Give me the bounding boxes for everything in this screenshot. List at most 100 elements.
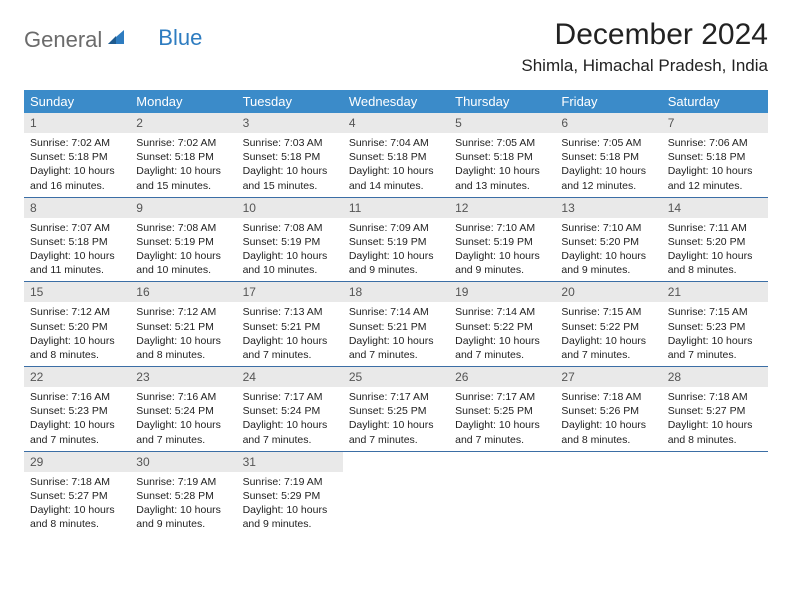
calendar-cell: 26Sunrise: 7:17 AMSunset: 5:25 PMDayligh…: [449, 367, 555, 452]
day-details: Sunrise: 7:18 AMSunset: 5:27 PMDaylight:…: [662, 387, 768, 451]
calendar-cell: 2Sunrise: 7:02 AMSunset: 5:18 PMDaylight…: [130, 113, 236, 197]
brand-text-blue: Blue: [130, 25, 202, 51]
calendar-row: 22Sunrise: 7:16 AMSunset: 5:23 PMDayligh…: [24, 367, 768, 452]
weekday-header: Wednesday: [343, 90, 449, 113]
calendar-cell: 24Sunrise: 7:17 AMSunset: 5:24 PMDayligh…: [237, 367, 343, 452]
calendar-cell: 20Sunrise: 7:15 AMSunset: 5:22 PMDayligh…: [555, 282, 661, 367]
day-details: Sunrise: 7:02 AMSunset: 5:18 PMDaylight:…: [24, 133, 130, 197]
title-block: December 2024 Shimla, Himachal Pradesh, …: [521, 18, 768, 76]
day-details: Sunrise: 7:15 AMSunset: 5:22 PMDaylight:…: [555, 302, 661, 366]
day-number: 5: [449, 113, 555, 133]
brand-text-gray: General: [24, 29, 102, 51]
day-number: 2: [130, 113, 236, 133]
calendar-cell: 16Sunrise: 7:12 AMSunset: 5:21 PMDayligh…: [130, 282, 236, 367]
day-details: Sunrise: 7:12 AMSunset: 5:21 PMDaylight:…: [130, 302, 236, 366]
day-details: Sunrise: 7:09 AMSunset: 5:19 PMDaylight:…: [343, 218, 449, 282]
calendar-body: 1Sunrise: 7:02 AMSunset: 5:18 PMDaylight…: [24, 113, 768, 535]
calendar-cell: 22Sunrise: 7:16 AMSunset: 5:23 PMDayligh…: [24, 367, 130, 452]
day-number: 1: [24, 113, 130, 133]
calendar-row: 8Sunrise: 7:07 AMSunset: 5:18 PMDaylight…: [24, 197, 768, 282]
calendar-row: 1Sunrise: 7:02 AMSunset: 5:18 PMDaylight…: [24, 113, 768, 197]
day-details: Sunrise: 7:13 AMSunset: 5:21 PMDaylight:…: [237, 302, 343, 366]
day-number: 10: [237, 198, 343, 218]
day-details: Sunrise: 7:05 AMSunset: 5:18 PMDaylight:…: [449, 133, 555, 197]
calendar-cell: 7Sunrise: 7:06 AMSunset: 5:18 PMDaylight…: [662, 113, 768, 197]
calendar-head: SundayMondayTuesdayWednesdayThursdayFrid…: [24, 90, 768, 113]
day-details: Sunrise: 7:02 AMSunset: 5:18 PMDaylight:…: [130, 133, 236, 197]
calendar-cell: 15Sunrise: 7:12 AMSunset: 5:20 PMDayligh…: [24, 282, 130, 367]
day-number: 28: [662, 367, 768, 387]
calendar-cell: 13Sunrise: 7:10 AMSunset: 5:20 PMDayligh…: [555, 197, 661, 282]
day-number: 25: [343, 367, 449, 387]
weekday-header: Friday: [555, 90, 661, 113]
calendar-cell: 21Sunrise: 7:15 AMSunset: 5:23 PMDayligh…: [662, 282, 768, 367]
day-number: 9: [130, 198, 236, 218]
calendar-cell: 30Sunrise: 7:19 AMSunset: 5:28 PMDayligh…: [130, 451, 236, 535]
day-details: Sunrise: 7:08 AMSunset: 5:19 PMDaylight:…: [130, 218, 236, 282]
day-number: 11: [343, 198, 449, 218]
day-details: Sunrise: 7:05 AMSunset: 5:18 PMDaylight:…: [555, 133, 661, 197]
calendar-cell: 12Sunrise: 7:10 AMSunset: 5:19 PMDayligh…: [449, 197, 555, 282]
calendar-cell: [449, 451, 555, 535]
calendar-cell: 5Sunrise: 7:05 AMSunset: 5:18 PMDaylight…: [449, 113, 555, 197]
day-number: 22: [24, 367, 130, 387]
calendar-cell: [555, 451, 661, 535]
day-number: 3: [237, 113, 343, 133]
day-details: Sunrise: 7:19 AMSunset: 5:29 PMDaylight:…: [237, 472, 343, 536]
calendar-cell: 14Sunrise: 7:11 AMSunset: 5:20 PMDayligh…: [662, 197, 768, 282]
day-details: Sunrise: 7:18 AMSunset: 5:26 PMDaylight:…: [555, 387, 661, 451]
calendar-cell: 4Sunrise: 7:04 AMSunset: 5:18 PMDaylight…: [343, 113, 449, 197]
day-number: 17: [237, 282, 343, 302]
day-details: Sunrise: 7:07 AMSunset: 5:18 PMDaylight:…: [24, 218, 130, 282]
day-details: Sunrise: 7:15 AMSunset: 5:23 PMDaylight:…: [662, 302, 768, 366]
day-number: 15: [24, 282, 130, 302]
day-details: Sunrise: 7:18 AMSunset: 5:27 PMDaylight:…: [24, 472, 130, 536]
day-details: Sunrise: 7:03 AMSunset: 5:18 PMDaylight:…: [237, 133, 343, 197]
day-details: Sunrise: 7:19 AMSunset: 5:28 PMDaylight:…: [130, 472, 236, 536]
day-number: 8: [24, 198, 130, 218]
weekday-row: SundayMondayTuesdayWednesdayThursdayFrid…: [24, 90, 768, 113]
calendar-cell: 18Sunrise: 7:14 AMSunset: 5:21 PMDayligh…: [343, 282, 449, 367]
calendar-cell: 10Sunrise: 7:08 AMSunset: 5:19 PMDayligh…: [237, 197, 343, 282]
calendar-cell: 6Sunrise: 7:05 AMSunset: 5:18 PMDaylight…: [555, 113, 661, 197]
calendar-cell: 19Sunrise: 7:14 AMSunset: 5:22 PMDayligh…: [449, 282, 555, 367]
calendar-cell: 8Sunrise: 7:07 AMSunset: 5:18 PMDaylight…: [24, 197, 130, 282]
day-details: Sunrise: 7:17 AMSunset: 5:24 PMDaylight:…: [237, 387, 343, 451]
day-details: Sunrise: 7:10 AMSunset: 5:20 PMDaylight:…: [555, 218, 661, 282]
day-details: Sunrise: 7:16 AMSunset: 5:23 PMDaylight:…: [24, 387, 130, 451]
calendar-cell: 3Sunrise: 7:03 AMSunset: 5:18 PMDaylight…: [237, 113, 343, 197]
day-details: Sunrise: 7:14 AMSunset: 5:22 PMDaylight:…: [449, 302, 555, 366]
brand-logo: General Blue: [24, 18, 202, 51]
weekday-header: Thursday: [449, 90, 555, 113]
day-details: Sunrise: 7:10 AMSunset: 5:19 PMDaylight:…: [449, 218, 555, 282]
day-details: Sunrise: 7:17 AMSunset: 5:25 PMDaylight:…: [449, 387, 555, 451]
calendar-cell: 9Sunrise: 7:08 AMSunset: 5:19 PMDaylight…: [130, 197, 236, 282]
day-number: 14: [662, 198, 768, 218]
day-number: 24: [237, 367, 343, 387]
day-number: 13: [555, 198, 661, 218]
day-number: 26: [449, 367, 555, 387]
calendar-cell: 29Sunrise: 7:18 AMSunset: 5:27 PMDayligh…: [24, 451, 130, 535]
day-number: 16: [130, 282, 236, 302]
calendar-table: SundayMondayTuesdayWednesdayThursdayFrid…: [24, 90, 768, 535]
day-number: 27: [555, 367, 661, 387]
day-details: Sunrise: 7:08 AMSunset: 5:19 PMDaylight:…: [237, 218, 343, 282]
day-details: Sunrise: 7:16 AMSunset: 5:24 PMDaylight:…: [130, 387, 236, 451]
calendar-cell: 25Sunrise: 7:17 AMSunset: 5:25 PMDayligh…: [343, 367, 449, 452]
day-number: 4: [343, 113, 449, 133]
day-number: 30: [130, 452, 236, 472]
day-details: Sunrise: 7:04 AMSunset: 5:18 PMDaylight:…: [343, 133, 449, 197]
day-details: Sunrise: 7:17 AMSunset: 5:25 PMDaylight:…: [343, 387, 449, 451]
day-details: Sunrise: 7:14 AMSunset: 5:21 PMDaylight:…: [343, 302, 449, 366]
calendar-page: General Blue December 2024 Shimla, Himac…: [0, 0, 792, 553]
weekday-header: Saturday: [662, 90, 768, 113]
header: General Blue December 2024 Shimla, Himac…: [24, 18, 768, 76]
weekday-header: Monday: [130, 90, 236, 113]
day-details: Sunrise: 7:11 AMSunset: 5:20 PMDaylight:…: [662, 218, 768, 282]
calendar-cell: 23Sunrise: 7:16 AMSunset: 5:24 PMDayligh…: [130, 367, 236, 452]
weekday-header: Sunday: [24, 90, 130, 113]
calendar-cell: 11Sunrise: 7:09 AMSunset: 5:19 PMDayligh…: [343, 197, 449, 282]
day-number: 19: [449, 282, 555, 302]
month-title: December 2024: [521, 18, 768, 52]
day-number: 29: [24, 452, 130, 472]
